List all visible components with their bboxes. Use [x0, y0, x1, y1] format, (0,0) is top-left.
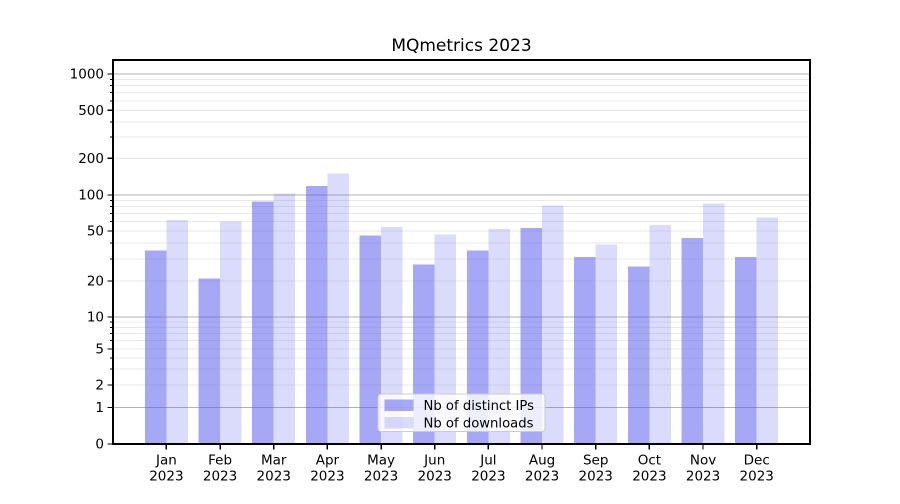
bar-nb-of-distinct-ips-nov [681, 237, 704, 444]
bar-nb-of-downloads-sep [595, 244, 618, 444]
y-tick-label-100: 100 [78, 188, 104, 204]
bar-nb-of-downloads-nov [703, 203, 725, 444]
legend-swatch-downloads [384, 417, 414, 429]
x-tick-label-month-may: May [367, 453, 395, 469]
bar-nb-of-downloads-oct [649, 225, 671, 444]
y-tick-label-1: 1 [95, 400, 104, 416]
plot-border [112, 59, 811, 445]
x-tick-label-year-sep: 2023 [579, 469, 613, 485]
x-tick-label-month-aug: Aug [529, 453, 555, 469]
bar-nb-of-distinct-ips-feb [198, 278, 221, 444]
legend: Nb of distinct IPs Nb of downloads [377, 393, 546, 432]
y-tick-label-200: 200 [78, 151, 104, 167]
chart-title: MQmetrics 2023 [391, 36, 531, 56]
y-tick-label-50: 50 [87, 224, 104, 240]
y-axis-ticks [107, 73, 113, 445]
legend-label-distinct-ips: Nb of distinct IPs [424, 399, 535, 414]
x-tick-label-month-jan: Jan [155, 453, 177, 469]
bar-nb-of-distinct-ips-apr [305, 186, 328, 445]
bar-nb-of-distinct-ips-oct [627, 266, 650, 444]
x-tick-label-year-may: 2023 [364, 469, 398, 485]
x-tick-label-year-dec: 2023 [740, 469, 774, 485]
y-tick-label-500: 500 [78, 103, 104, 119]
y-tick-label-20: 20 [87, 274, 104, 290]
x-tick-label-month-sep: Sep [583, 453, 608, 469]
x-tick-label-year-apr: 2023 [310, 469, 344, 485]
y-axis-tick-labels: 0 1 2 5 10 20 50 100 200 500 1000 [70, 67, 104, 453]
x-tick-label-month-jun: Jun [423, 453, 445, 469]
x-axis-ticks [165, 444, 758, 450]
bar-nb-of-distinct-ips-may [359, 235, 382, 444]
x-tick-label-month-mar: Mar [261, 453, 287, 469]
bar-nb-of-downloads-dec [756, 217, 779, 444]
y-tick-label-5: 5 [95, 342, 104, 358]
x-tick-label-year-jun: 2023 [418, 469, 452, 485]
bar-nb-of-distinct-ips-dec [735, 257, 757, 444]
bar-nb-of-downloads-jul [488, 228, 510, 444]
x-tick-label-year-oct: 2023 [632, 469, 666, 485]
bar-nb-of-distinct-ips-aug [520, 227, 543, 444]
x-tick-label-month-apr: Apr [316, 453, 340, 469]
bar-nb-of-downloads-aug [542, 205, 564, 444]
legend-label-downloads: Nb of downloads [424, 416, 534, 431]
y-tick-label-1000: 1000 [70, 67, 104, 83]
x-tick-label-month-dec: Dec [744, 453, 770, 469]
x-tick-label-month-jul: Jul [479, 453, 496, 469]
x-tick-label-year-aug: 2023 [525, 469, 559, 485]
legend-swatch-distinct-ips [384, 399, 414, 411]
bar-nb-of-downloads-jan [166, 219, 188, 444]
x-tick-label-year-nov: 2023 [686, 469, 720, 485]
y-tick-label-0: 0 [95, 437, 104, 453]
legend-box [377, 393, 546, 432]
y-tick-label-10: 10 [87, 310, 104, 326]
x-tick-label-year-feb: 2023 [203, 469, 237, 485]
x-tick-label-year-jul: 2023 [471, 469, 505, 485]
y-tick-label-2: 2 [95, 378, 104, 394]
x-tick-label-month-nov: Nov [690, 453, 716, 469]
bar-nb-of-distinct-ips-jan [144, 250, 167, 444]
bar-nb-of-downloads-mar [273, 193, 296, 444]
bar-nb-of-downloads-apr [327, 173, 349, 445]
x-tick-label-month-oct: Oct [638, 453, 661, 469]
bar-nb-of-distinct-ips-mar [252, 201, 274, 444]
minor-gridlines [113, 79, 810, 386]
bar-nb-of-downloads-feb [220, 221, 242, 444]
x-tick-label-year-jan: 2023 [149, 469, 183, 485]
bar-nb-of-downloads-jun [434, 234, 457, 444]
x-axis-tick-labels: Jan2023Feb2023Mar2023Apr2023May2023Jun20… [149, 453, 774, 485]
x-tick-label-month-feb: Feb [208, 453, 232, 469]
bar-nb-of-downloads-may [381, 227, 403, 444]
bar-nb-of-distinct-ips-sep [574, 257, 596, 444]
x-tick-label-year-mar: 2023 [257, 469, 291, 485]
